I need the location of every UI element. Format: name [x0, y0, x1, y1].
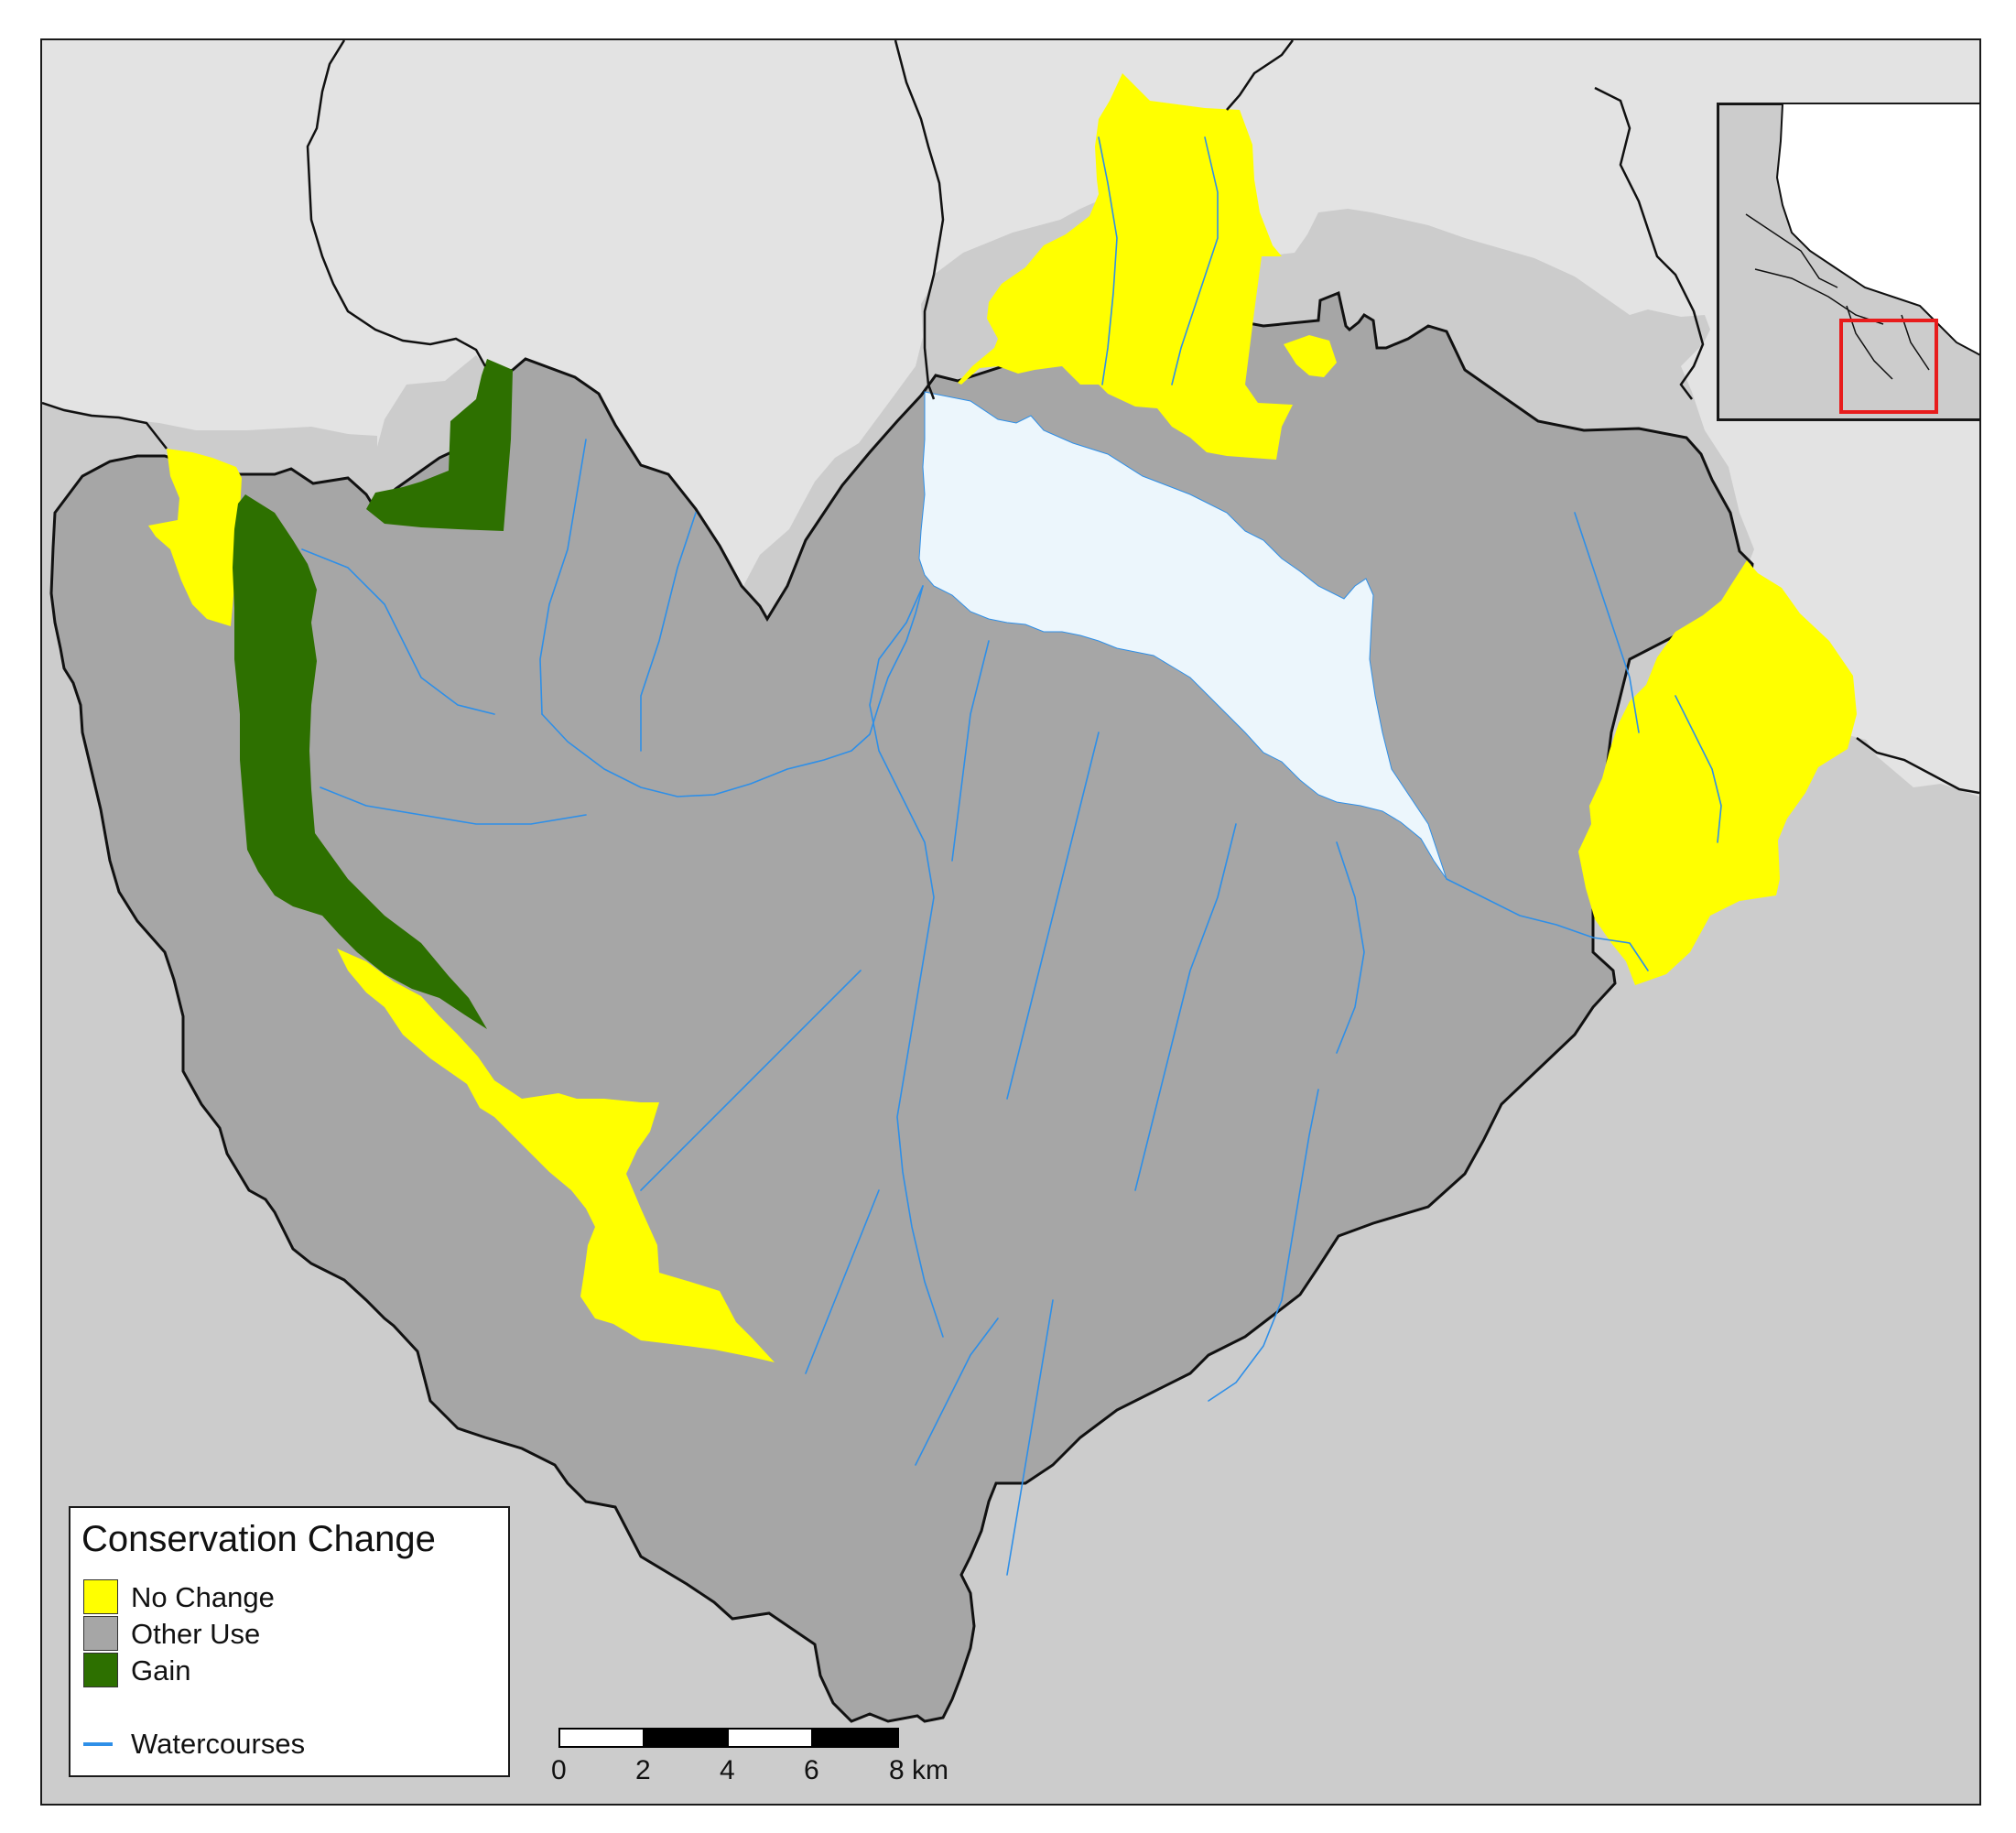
- no-change-west: [148, 449, 242, 626]
- scale-segment-2: [643, 1728, 729, 1748]
- scale-tick-label: 0: [551, 1755, 567, 1785]
- legend-label-gain: Gain: [131, 1654, 191, 1687]
- scale-segment-1: [558, 1728, 645, 1748]
- scale-tick-label: 2: [635, 1755, 651, 1785]
- background-upland: [42, 40, 1979, 797]
- inter-region-boundaries: [42, 40, 1979, 795]
- legend-label-other-use: Other Use: [131, 1618, 261, 1650]
- gain-northwest-block: [366, 359, 513, 531]
- lake: [918, 391, 1447, 880]
- watercourse-southeast: [1208, 1089, 1319, 1402]
- legend-watercourse-line: [83, 1742, 113, 1746]
- legend-label-watercourses: Watercourses: [131, 1728, 306, 1760]
- watercourse-north-b: [1171, 136, 1219, 385]
- no-change-north-patch: [1284, 335, 1337, 377]
- watercourse-main-west: [541, 585, 924, 797]
- inset-highlight-box: [1839, 319, 1938, 414]
- inset-canvas: [1718, 104, 1979, 419]
- watercourse-north-a: [1098, 136, 1118, 385]
- watercourse-south-b: [805, 1189, 880, 1374]
- watercourse-northwest-b: [640, 512, 697, 752]
- no-change-north: [958, 73, 1293, 460]
- inset-district-line-a: [1745, 213, 1838, 288]
- inset-district-lines: [1745, 213, 1930, 380]
- watercourse-central-d: [951, 640, 990, 862]
- inset-district-line-d: [1901, 314, 1930, 371]
- watercourse-central-a: [1006, 732, 1100, 1100]
- legend: Conservation Change No Change Other Use …: [69, 1506, 510, 1777]
- watercourse-east-a: [1675, 695, 1722, 843]
- boundary-line-north-centre: [894, 40, 945, 400]
- watercourse-west-b: [320, 786, 587, 825]
- watercourse-central-b: [1134, 823, 1237, 1191]
- legend-label-no-change: No Change: [131, 1581, 275, 1613]
- inset-district-line-b: [1754, 268, 1884, 325]
- boundary-line-north-east: [1226, 40, 1294, 111]
- legend-swatch-no-change: [83, 1579, 118, 1614]
- watercourse-east-b: [1574, 512, 1640, 733]
- legend-swatch-gain: [83, 1653, 118, 1687]
- watercourse-northwest-a: [539, 439, 587, 715]
- scale-segment-3: [727, 1728, 813, 1748]
- inset-land: [1718, 104, 1979, 419]
- legend-swatch-other-use: [83, 1616, 118, 1651]
- scale-bar: 0 2 4 6 8 km: [546, 1728, 949, 1785]
- no-change-southwest: [337, 949, 775, 1362]
- inset-locator-map: [1717, 103, 1979, 421]
- watercourse-south-c: [1006, 1299, 1054, 1576]
- watercourse-main-south: [869, 585, 944, 1338]
- boundary-line-east: [1856, 736, 1979, 795]
- boundary-line-west: [42, 401, 168, 450]
- watercourses: [301, 136, 1722, 1576]
- gain-west-corridor: [233, 494, 487, 1029]
- watercourse-central-c: [1336, 841, 1365, 1054]
- no-change-east: [1578, 560, 1857, 985]
- watercourse-west-a: [301, 548, 495, 715]
- scale-tick-label: 6: [804, 1755, 819, 1785]
- scale-tick-label: 8 km: [889, 1755, 949, 1785]
- boundary-line-north-west: [306, 40, 487, 367]
- scale-segment-4: [811, 1728, 899, 1748]
- legend-title: Conservation Change: [81, 1519, 436, 1559]
- watercourse-south-d: [915, 1318, 999, 1466]
- watercourse-east: [1446, 878, 1649, 971]
- scale-tick-label: 4: [720, 1755, 735, 1785]
- boundary-line-northeast: [1594, 86, 1705, 400]
- watercourse-south-a: [640, 970, 862, 1191]
